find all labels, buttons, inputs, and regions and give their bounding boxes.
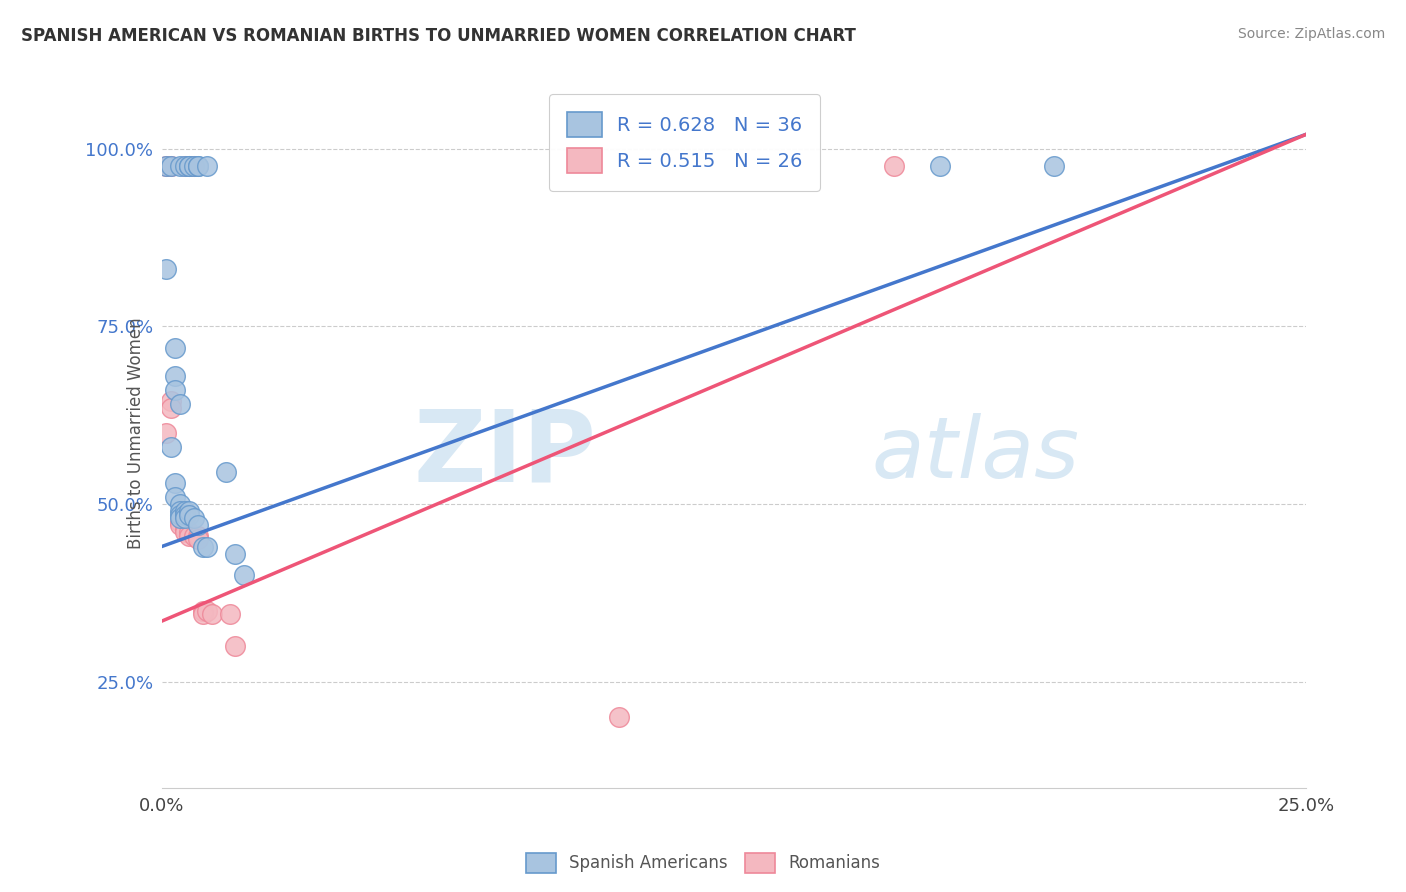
Point [1043, 159, 1066, 173]
Point [159, 440, 181, 454]
Point [177, 508, 200, 522]
Point [159, 159, 181, 173]
Point [165, 341, 187, 355]
Point [173, 159, 195, 173]
Point [173, 525, 195, 540]
Point [929, 159, 952, 173]
Point [173, 504, 195, 518]
Point [173, 522, 195, 536]
Point [169, 511, 191, 525]
Point [183, 159, 205, 173]
Point [169, 518, 191, 533]
Point [155, 159, 177, 173]
Point [183, 159, 205, 173]
Text: SPANISH AMERICAN VS ROMANIAN BIRTHS TO UNMARRIED WOMEN CORRELATION CHART: SPANISH AMERICAN VS ROMANIAN BIRTHS TO U… [21, 27, 856, 45]
Point [609, 710, 631, 724]
Point [187, 159, 209, 173]
Point [187, 529, 209, 543]
Point [165, 475, 187, 490]
Point [165, 490, 187, 504]
Point [169, 497, 191, 511]
Point [159, 401, 181, 415]
Point [187, 533, 209, 547]
Y-axis label: Births to Unmarried Women: Births to Unmarried Women [127, 317, 145, 549]
Point [169, 515, 191, 529]
Point [177, 159, 200, 173]
Point [191, 607, 214, 621]
Point [197, 159, 219, 173]
Text: ZIP: ZIP [413, 406, 596, 503]
Point [177, 159, 200, 173]
Point [159, 393, 181, 408]
Legend: R = 0.628   N = 36, R = 0.515   N = 26: R = 0.628 N = 36, R = 0.515 N = 26 [550, 95, 820, 191]
Point [224, 547, 246, 561]
Point [177, 159, 200, 173]
Legend: Spanish Americans, Romanians: Spanish Americans, Romanians [519, 847, 887, 880]
Point [155, 425, 177, 440]
Point [233, 568, 256, 582]
Point [197, 540, 219, 554]
Point [173, 511, 195, 525]
Point [155, 159, 177, 173]
Point [191, 603, 214, 617]
Point [183, 511, 205, 525]
Point [159, 159, 181, 173]
Point [197, 603, 219, 617]
Point [219, 607, 242, 621]
Point [177, 504, 200, 518]
Point [173, 159, 195, 173]
Point [155, 262, 177, 277]
Text: atlas: atlas [872, 413, 1080, 496]
Point [187, 159, 209, 173]
Point [173, 508, 195, 522]
Point [191, 540, 214, 554]
Point [883, 159, 905, 173]
Point [177, 529, 200, 543]
Point [183, 529, 205, 543]
Point [224, 639, 246, 653]
Point [187, 518, 209, 533]
Point [177, 159, 200, 173]
Point [169, 397, 191, 411]
Point [201, 607, 224, 621]
Point [165, 383, 187, 397]
Point [169, 508, 191, 522]
Point [169, 504, 191, 518]
Point [165, 368, 187, 383]
Point [169, 159, 191, 173]
Point [177, 525, 200, 540]
Text: Source: ZipAtlas.com: Source: ZipAtlas.com [1237, 27, 1385, 41]
Point [215, 465, 238, 479]
